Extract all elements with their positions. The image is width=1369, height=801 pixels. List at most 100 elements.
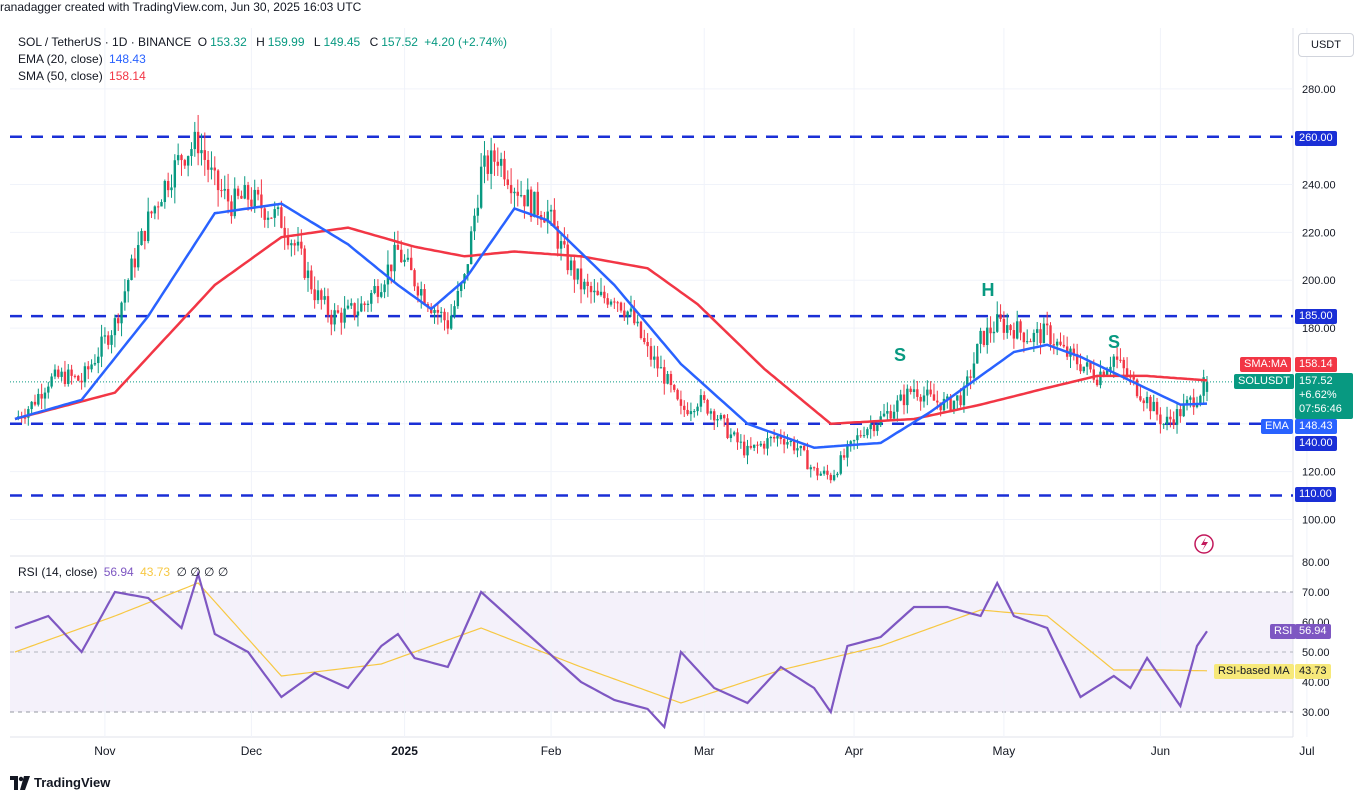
- candle-body: [952, 400, 956, 411]
- candle-body: [243, 185, 246, 199]
- tradingview-footer[interactable]: TradingView: [10, 775, 110, 790]
- candle-body: [160, 202, 163, 207]
- tradingview-logo-icon: [10, 775, 30, 790]
- sma-legend[interactable]: SMA (50, close) 158.14: [18, 69, 149, 83]
- ema-legend-label: EMA (20, close): [18, 52, 103, 66]
- candle-body: [166, 180, 170, 191]
- candle-body: [83, 366, 87, 383]
- currency-unit-button[interactable]: USDT: [1298, 33, 1354, 57]
- candle-body: [1205, 381, 1209, 392]
- candle-body: [776, 436, 779, 439]
- change-value: +4.20 (+2.74%): [424, 35, 508, 49]
- candle-body: [1105, 370, 1109, 376]
- candle-body: [1102, 371, 1105, 376]
- lightning-icon[interactable]: [1194, 534, 1214, 554]
- candle-body: [260, 194, 263, 209]
- candle-body: [626, 311, 629, 317]
- rsi-line: [14, 570, 1208, 730]
- candle-body: [193, 131, 196, 150]
- candle-body: [180, 155, 183, 161]
- candle-body: [589, 285, 593, 293]
- time-tick-label: Jul: [1299, 744, 1314, 758]
- candle-body: [573, 260, 576, 280]
- open-label: O: [197, 35, 208, 49]
- candle-body: [380, 292, 383, 297]
- candle-body: [683, 405, 686, 410]
- chart-credit: ranadagger created with TradingView.com,…: [0, 0, 362, 14]
- candle-body: [866, 429, 869, 436]
- candle-body: [1132, 376, 1135, 380]
- candle-body: [772, 436, 776, 439]
- sma-legend-label: SMA (50, close): [18, 69, 103, 83]
- candle-body: [806, 450, 809, 470]
- candle-body: [290, 243, 293, 246]
- candle-body: [300, 241, 303, 249]
- candle-body: [673, 385, 676, 390]
- candle-body: [603, 291, 606, 299]
- candle-body: [899, 394, 902, 401]
- candle-body: [316, 290, 320, 301]
- candle-body: [489, 150, 493, 174]
- candle-body: [1155, 401, 1159, 415]
- candle-body: [413, 270, 416, 287]
- candle-body: [839, 455, 842, 474]
- candle-body: [1085, 362, 1089, 367]
- candle-body: [1035, 329, 1039, 333]
- candle-body: [526, 189, 529, 207]
- candle-body: [1072, 348, 1076, 354]
- rsi-tick-label: 50.00: [1302, 647, 1330, 659]
- ema-value-tag: 148.43: [1295, 419, 1337, 434]
- candle-body: [346, 305, 350, 309]
- candle-body: [926, 389, 929, 396]
- candle-body: [113, 318, 117, 336]
- candle-body: [769, 436, 773, 439]
- candle-body: [546, 211, 549, 223]
- rsi-legend-value: 56.94: [103, 565, 134, 579]
- candle-body: [376, 286, 380, 297]
- candle-body: [486, 155, 490, 174]
- candle-body: [746, 445, 749, 456]
- candle-body: [989, 327, 992, 334]
- candle-body: [816, 467, 819, 476]
- price-tick-label: 280.00: [1302, 84, 1336, 96]
- rsi-tick-label: 70.00: [1302, 587, 1330, 599]
- candle-body: [799, 445, 802, 449]
- candle-body: [706, 399, 709, 414]
- candle-body: [576, 268, 579, 280]
- candle-body: [366, 303, 370, 306]
- candle-body: [556, 226, 559, 249]
- candle-body: [713, 411, 716, 421]
- candle-body: [313, 289, 316, 301]
- candle-body: [466, 264, 470, 275]
- candle-body: [709, 411, 713, 414]
- candle-body: [63, 371, 67, 384]
- candle-body: [1142, 400, 1145, 404]
- candle-body: [213, 167, 216, 171]
- candle-body: [156, 206, 160, 208]
- rsi-legend[interactable]: RSI (14, close) 56.94 43.73 ∅ ∅ ∅ ∅: [18, 565, 231, 579]
- candle-body: [506, 179, 509, 186]
- level-110-tag: 110.00: [1295, 487, 1336, 502]
- candle-body: [266, 217, 270, 220]
- candle-body: [1052, 344, 1056, 346]
- candle-body: [1026, 341, 1029, 343]
- candle-body: [233, 188, 236, 217]
- time-tick-label: May: [993, 744, 1016, 758]
- candle-body: [636, 321, 639, 324]
- candle-body: [1062, 344, 1066, 347]
- candle-body: [1029, 341, 1032, 343]
- candle-body: [703, 395, 706, 400]
- ema-legend[interactable]: EMA (20, close) 148.43: [18, 52, 149, 66]
- candle-body: [210, 167, 213, 170]
- candle-body: [1006, 325, 1009, 333]
- symbol-name[interactable]: SOL / TetherUS · 1D · BINANCE: [18, 35, 192, 49]
- candle-body: [350, 303, 353, 306]
- candle-body: [67, 369, 70, 384]
- candle-body: [1152, 401, 1155, 412]
- candle-body: [133, 258, 137, 268]
- candle-body: [1189, 397, 1192, 400]
- candle-body: [666, 374, 669, 384]
- candle-body: [679, 399, 683, 406]
- candle-body: [310, 270, 313, 290]
